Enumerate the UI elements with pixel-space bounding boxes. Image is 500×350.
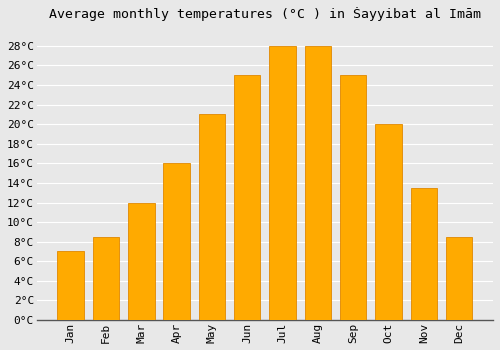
Bar <box>304 46 331 320</box>
Bar <box>446 237 472 320</box>
Title: Average monthly temperatures (°C ) in Ṡayyibat al Imām: Average monthly temperatures (°C ) in Ṡa… <box>49 7 481 21</box>
Bar <box>58 252 84 320</box>
Bar <box>234 75 260 320</box>
Bar <box>410 188 437 320</box>
Bar <box>128 203 154 320</box>
Bar <box>164 163 190 320</box>
Bar <box>93 237 120 320</box>
Bar <box>198 114 225 320</box>
Bar <box>270 46 296 320</box>
Bar <box>375 124 402 320</box>
Bar <box>340 75 366 320</box>
